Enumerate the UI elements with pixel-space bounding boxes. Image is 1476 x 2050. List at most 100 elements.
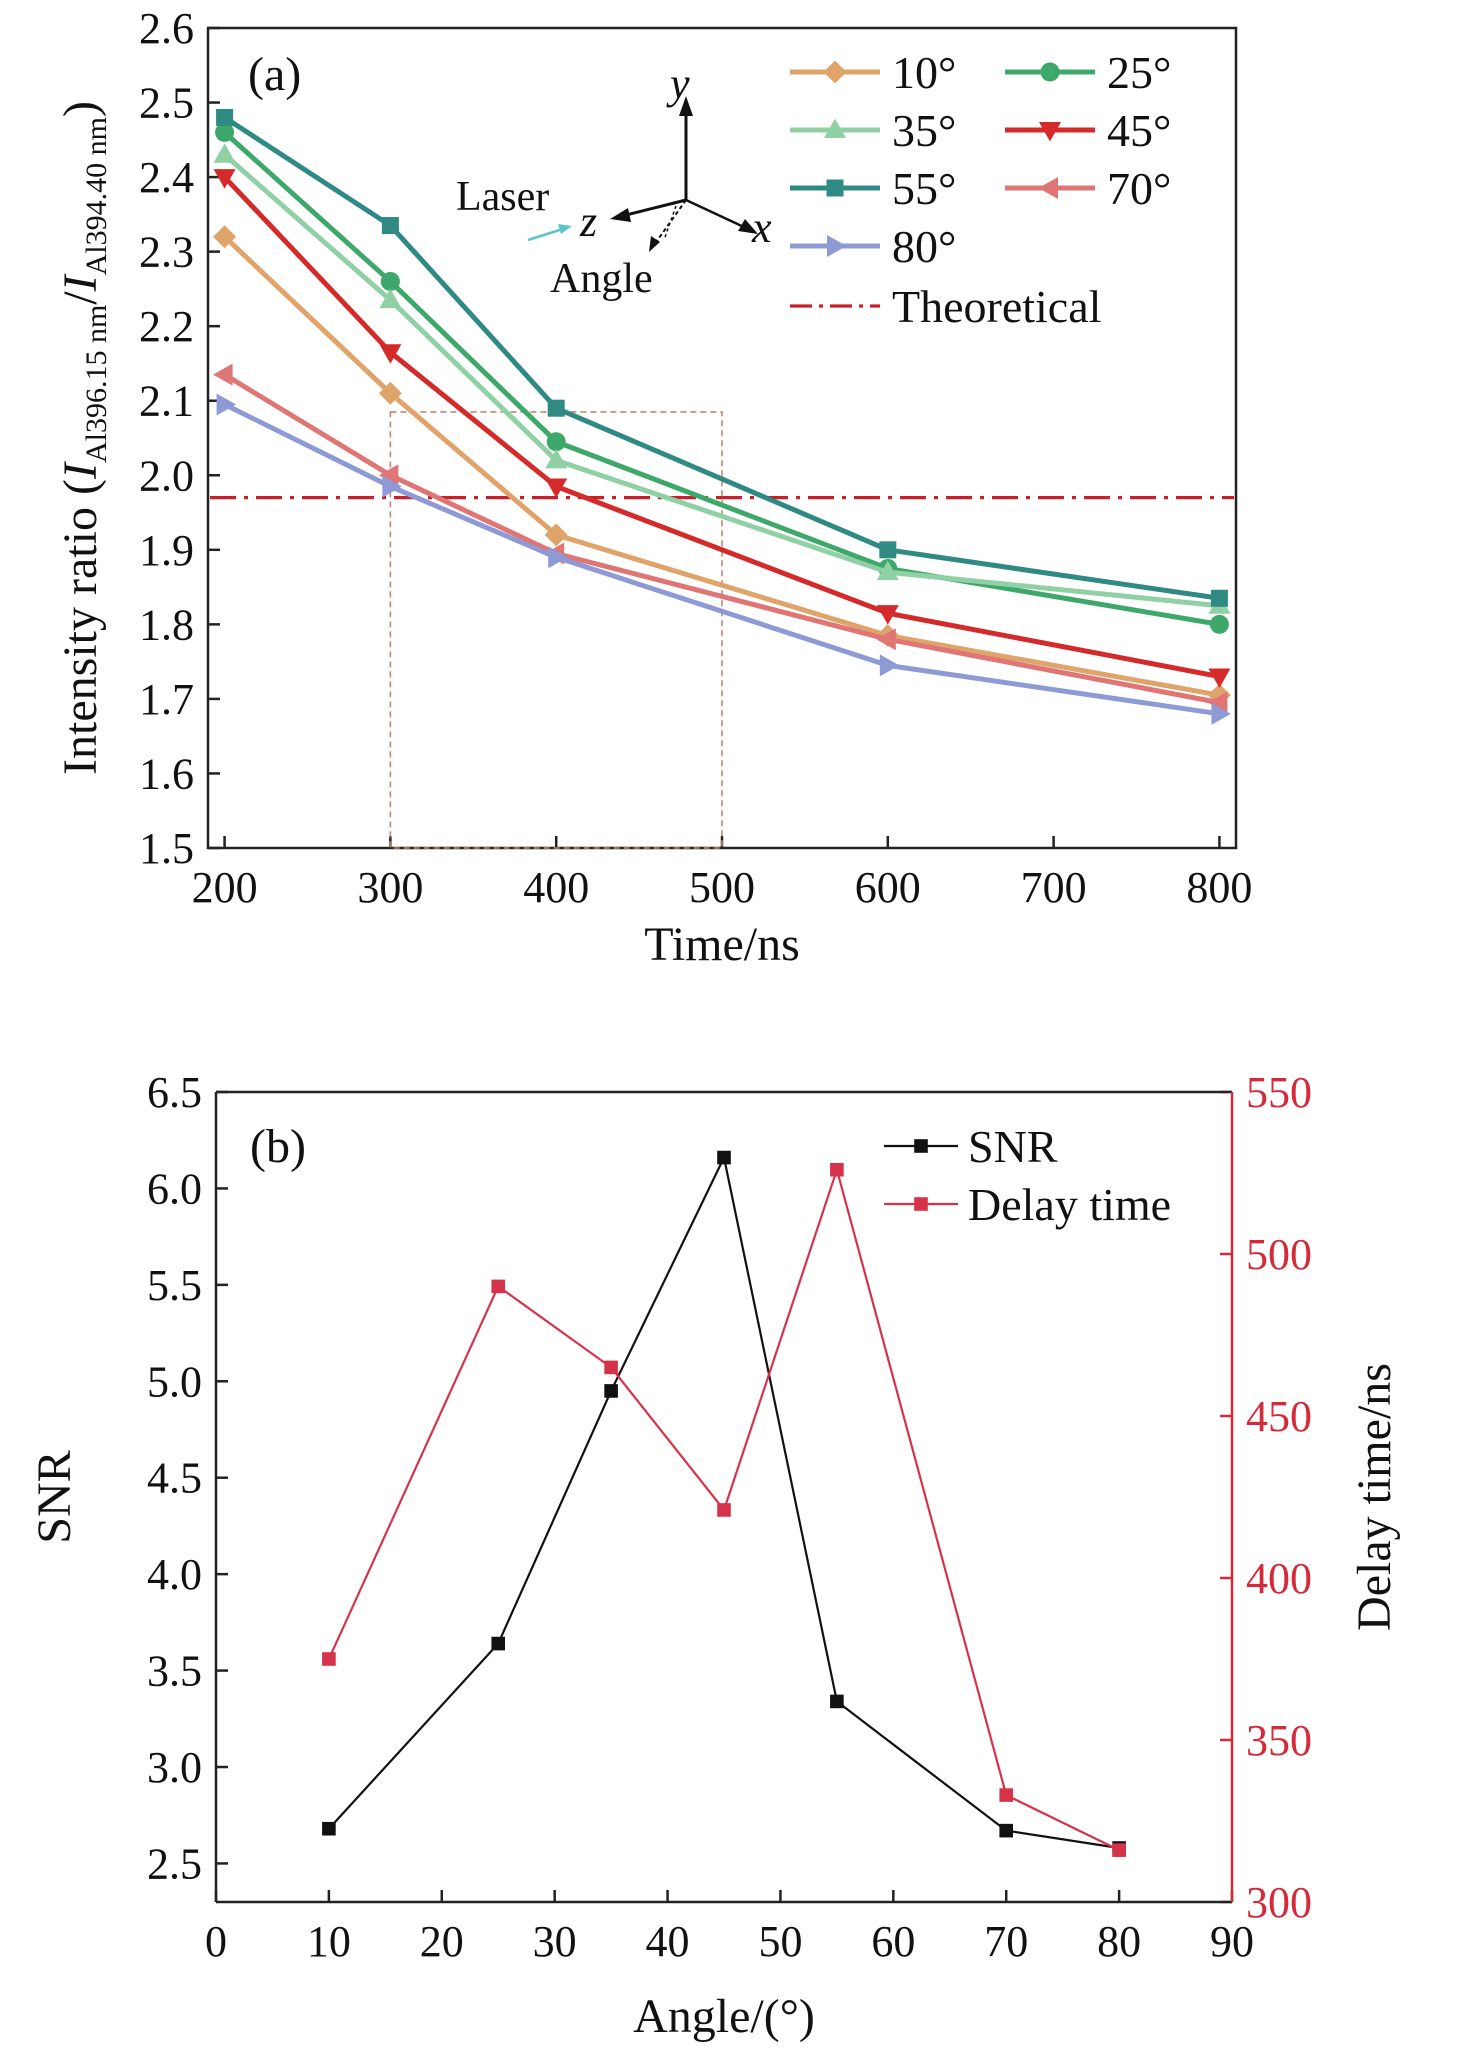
legend-item: SNR — [884, 1121, 1058, 1172]
y-tick-label: 1.7 — [139, 675, 194, 724]
data-point — [1210, 589, 1228, 607]
data-point — [546, 432, 566, 452]
data-point — [1209, 614, 1229, 634]
panel-b-y-label: SNR — [28, 1450, 81, 1543]
x-tick-label: 200 — [192, 863, 258, 912]
panel-a-series — [213, 108, 1231, 725]
legend-swatch-marker — [826, 179, 844, 197]
y-tick-label: 5.0 — [147, 1357, 202, 1406]
data-point — [830, 1162, 844, 1177]
y-tick-label: 3.0 — [147, 1743, 202, 1792]
panel-b-legend: SNR Delay time — [884, 1121, 1171, 1230]
data-point — [604, 1360, 618, 1375]
legend-item: 35° — [790, 105, 956, 156]
y-tick-label: 6.0 — [147, 1164, 202, 1213]
legend-item: 80° — [790, 221, 956, 272]
data-point — [378, 464, 399, 487]
panel-a-frame — [206, 26, 1238, 850]
legend-swatch-marker — [914, 1139, 928, 1153]
data-point — [999, 1788, 1014, 1802]
panel-b-y-right-label: Delay time/ns — [1348, 1363, 1401, 1631]
panel-b-ticks: 0 10 20 30 40 50 60 70 80 90 2.5 3.0 3.5 4.0 4.5 5.0 5.5… — [147, 1068, 1312, 1966]
panel-a-y-label: Intensity ratio (IAl396.15 nm/IAl394.40 … — [54, 101, 113, 775]
legend-swatch-marker — [823, 60, 847, 84]
series-25deg — [215, 122, 1229, 634]
series-55deg — [216, 108, 1228, 607]
y-right-tick-label: 500 — [1246, 1230, 1312, 1279]
legend-item-theoretical: Theoretical — [790, 281, 1101, 332]
series-delay-time — [322, 1162, 1126, 1857]
data-point — [322, 1652, 336, 1666]
data-point — [213, 363, 233, 386]
panel-a-label: (a) — [248, 48, 301, 101]
data-point — [215, 122, 235, 142]
legend-label: 10° — [892, 47, 956, 98]
legend-label: Theoretical — [892, 281, 1101, 332]
legend-swatch-marker — [914, 1197, 928, 1211]
panel-b: 0 10 20 30 40 50 60 70 80 90 2.5 3.0 3.5 4.0 4.5 5.0 5.5… — [28, 1068, 1401, 2043]
data-point — [1208, 668, 1231, 689]
y-tick-label: 2.0 — [139, 451, 194, 500]
y-tick-label: 6.5 — [147, 1068, 202, 1117]
y-right-tick-label: 550 — [1246, 1068, 1312, 1117]
panel-b-label: (b) — [250, 1120, 306, 1173]
data-point — [879, 654, 900, 677]
panel-a: 200 300 400 500 600 700 800 1.5 1.6 1.7 1.8 1.9 2.0 2… — [54, 4, 1252, 971]
axis-y-letter: y — [666, 59, 690, 108]
data-point — [213, 143, 236, 163]
y-tick-label: 2.1 — [139, 377, 194, 426]
y-tick-label: 3.5 — [147, 1647, 202, 1696]
series-line — [328, 1154, 1120, 1850]
y-right-tick-label: 450 — [1246, 1392, 1312, 1441]
data-point — [1112, 1843, 1126, 1857]
x-tick-label: 90 — [1210, 1917, 1254, 1966]
x-tick-label: 500 — [689, 863, 755, 912]
data-point — [216, 393, 237, 416]
legend-item: 55° — [790, 163, 956, 214]
data-point — [544, 523, 568, 547]
data-point — [548, 546, 568, 569]
data-point — [604, 1384, 618, 1398]
legend-swatch-marker — [824, 118, 846, 138]
data-point — [213, 169, 236, 189]
x-tick-label: 10 — [307, 1917, 351, 1966]
data-point — [322, 1821, 336, 1836]
x-tick-label: 800 — [1186, 863, 1252, 912]
x-tick-label: 600 — [855, 863, 921, 912]
y-right-tick-label: 300 — [1246, 1878, 1312, 1927]
legend-item: 45° — [1005, 105, 1171, 156]
x-tick-label: 300 — [357, 863, 423, 912]
x-tick-label: 0 — [205, 1917, 227, 1966]
panel-a-ticks: 200 300 400 500 600 700 800 1.5 1.6 1.7 1.8 1.9 2.0 2… — [139, 4, 1252, 912]
panel-b-series — [322, 1150, 1126, 1857]
legend-label: 25° — [1107, 47, 1171, 98]
data-point — [491, 1636, 506, 1651]
data-point — [378, 381, 402, 405]
data-point — [381, 217, 399, 235]
zoom-region-box — [389, 411, 723, 849]
y-tick-label: 1.9 — [139, 526, 194, 575]
data-point — [876, 560, 899, 581]
data-point — [547, 399, 565, 417]
x-tick-label: 20 — [420, 1917, 464, 1966]
data-point — [830, 1694, 844, 1709]
legend-label: 80° — [892, 221, 956, 272]
legend-item: Delay time — [884, 1179, 1171, 1230]
legend-swatch-marker — [1040, 62, 1060, 82]
legend-swatch-marker — [827, 235, 847, 257]
series-70deg — [213, 363, 1228, 714]
data-point — [999, 1823, 1014, 1838]
data-point — [213, 225, 237, 249]
y-tick-label: 1.5 — [139, 824, 194, 873]
series-snr — [322, 1150, 1126, 1855]
y-tick-label: 2.5 — [139, 79, 194, 128]
y-tick-label: 1.6 — [139, 749, 194, 798]
axis-x-letter: x — [751, 203, 772, 252]
data-point — [1207, 691, 1228, 714]
angle-label: Angle — [550, 256, 653, 302]
x-tick-label: 40 — [646, 1917, 690, 1966]
x-tick-label: 70 — [984, 1917, 1028, 1966]
legend-label: 45° — [1107, 105, 1171, 156]
data-point — [379, 344, 402, 364]
